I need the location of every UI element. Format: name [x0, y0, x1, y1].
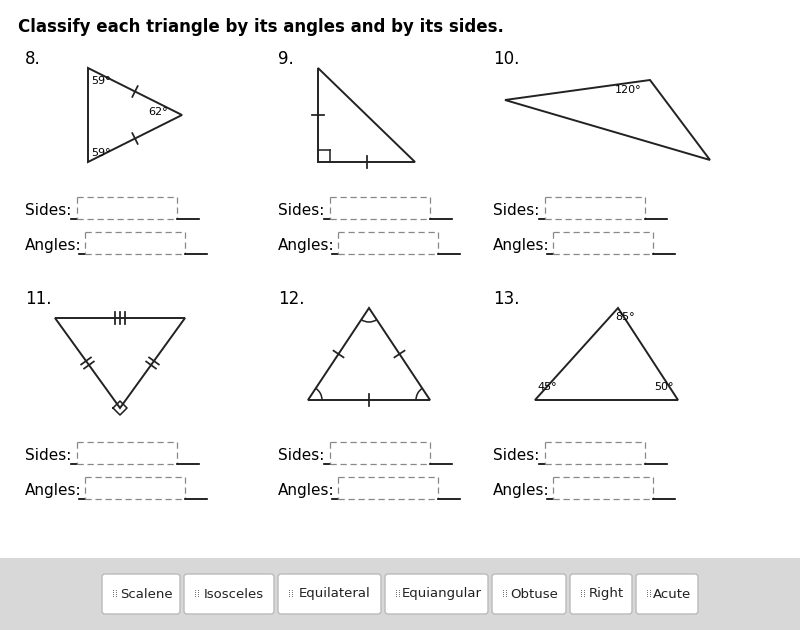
Text: ⁞⁞: ⁞⁞	[288, 589, 294, 599]
Text: 45°: 45°	[537, 382, 557, 392]
Text: 120°: 120°	[615, 85, 642, 95]
Text: Equilateral: Equilateral	[298, 588, 370, 600]
Text: Equiangular: Equiangular	[402, 588, 482, 600]
Text: 9.: 9.	[278, 50, 294, 68]
Text: Isosceles: Isosceles	[204, 588, 264, 600]
FancyBboxPatch shape	[385, 574, 488, 614]
Text: ⁞⁞: ⁞⁞	[194, 589, 200, 599]
Text: 59°: 59°	[91, 76, 110, 86]
Text: ⁞⁞: ⁞⁞	[502, 589, 508, 599]
Text: 12.: 12.	[278, 290, 305, 308]
FancyBboxPatch shape	[278, 574, 381, 614]
Text: Angles:: Angles:	[25, 238, 82, 253]
Text: Classify each triangle by its angles and by its sides.: Classify each triangle by its angles and…	[18, 18, 504, 36]
Text: Angles:: Angles:	[493, 483, 550, 498]
Bar	[0, 558, 800, 630]
Text: ⁞⁞: ⁞⁞	[646, 589, 652, 599]
Text: Angles:: Angles:	[278, 483, 334, 498]
Text: 59°: 59°	[91, 148, 110, 158]
FancyBboxPatch shape	[184, 574, 274, 614]
Text: Sides:: Sides:	[25, 203, 71, 218]
Text: Angles:: Angles:	[493, 238, 550, 253]
Text: 11.: 11.	[25, 290, 51, 308]
Text: 85°: 85°	[615, 312, 634, 322]
Text: Angles:: Angles:	[25, 483, 82, 498]
Text: ⁞⁞: ⁞⁞	[580, 589, 586, 599]
FancyBboxPatch shape	[570, 574, 632, 614]
FancyBboxPatch shape	[492, 574, 566, 614]
Text: Right: Right	[589, 588, 623, 600]
Text: Obtuse: Obtuse	[510, 588, 558, 600]
Text: 62°: 62°	[148, 107, 168, 117]
FancyBboxPatch shape	[102, 574, 180, 614]
Text: Sides:: Sides:	[493, 448, 539, 463]
Text: Sides:: Sides:	[25, 448, 71, 463]
Text: 50°: 50°	[654, 382, 674, 392]
Text: Sides:: Sides:	[493, 203, 539, 218]
Text: 10.: 10.	[493, 50, 519, 68]
Text: 8.: 8.	[25, 50, 41, 68]
Text: Sides:: Sides:	[278, 448, 324, 463]
FancyBboxPatch shape	[636, 574, 698, 614]
Text: Sides:: Sides:	[278, 203, 324, 218]
Text: ⁞⁞: ⁞⁞	[112, 589, 118, 599]
Text: Acute: Acute	[653, 588, 691, 600]
Text: ⁞⁞: ⁞⁞	[395, 589, 401, 599]
Text: 13.: 13.	[493, 290, 519, 308]
Text: Angles:: Angles:	[278, 238, 334, 253]
Text: Scalene: Scalene	[120, 588, 172, 600]
